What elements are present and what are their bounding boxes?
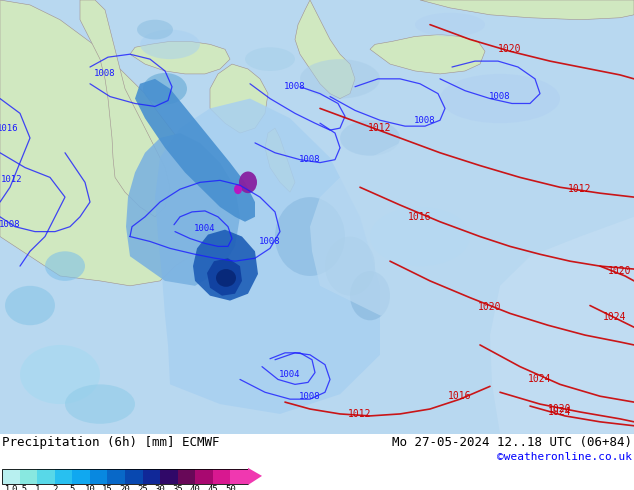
Text: 1008: 1008 — [94, 70, 116, 78]
Polygon shape — [295, 0, 355, 98]
Ellipse shape — [370, 207, 470, 266]
Polygon shape — [130, 41, 230, 74]
Polygon shape — [80, 0, 170, 217]
Ellipse shape — [20, 345, 100, 404]
Text: 1024: 1024 — [548, 407, 572, 417]
Text: 1008: 1008 — [259, 237, 281, 246]
Ellipse shape — [216, 269, 236, 287]
Text: 1024: 1024 — [603, 312, 627, 322]
Ellipse shape — [340, 120, 400, 156]
Bar — [178, 469, 195, 484]
Ellipse shape — [415, 13, 485, 36]
Ellipse shape — [440, 74, 560, 123]
Bar — [20, 469, 37, 484]
Text: 1016: 1016 — [448, 391, 472, 401]
Text: 50: 50 — [225, 486, 236, 490]
Text: 1: 1 — [34, 486, 40, 490]
Bar — [107, 469, 125, 484]
Polygon shape — [210, 64, 268, 133]
Bar — [230, 469, 248, 484]
Text: 1012: 1012 — [568, 184, 592, 194]
Bar — [213, 469, 230, 484]
Text: 1004: 1004 — [279, 370, 301, 379]
Text: 1020: 1020 — [548, 404, 572, 414]
Text: 1020: 1020 — [478, 302, 501, 313]
Text: 1020: 1020 — [498, 44, 522, 54]
Text: 1008: 1008 — [489, 92, 511, 101]
Text: Mo 27-05-2024 12..18 UTC (06+84): Mo 27-05-2024 12..18 UTC (06+84) — [392, 436, 632, 449]
Ellipse shape — [45, 251, 85, 281]
Bar — [72, 469, 90, 484]
Polygon shape — [265, 128, 295, 192]
Bar — [125, 469, 143, 484]
Text: 1012: 1012 — [1, 175, 23, 184]
Bar — [2, 469, 248, 484]
Text: 1012: 1012 — [348, 409, 372, 419]
Text: 20: 20 — [120, 486, 131, 490]
Text: 1008: 1008 — [299, 155, 321, 164]
Ellipse shape — [275, 197, 345, 276]
Text: 1016: 1016 — [408, 212, 432, 222]
Text: 1008: 1008 — [284, 82, 306, 91]
Text: 2: 2 — [52, 486, 58, 490]
Text: 30: 30 — [155, 486, 165, 490]
Text: 35: 35 — [172, 486, 183, 490]
Text: 1004: 1004 — [194, 224, 216, 233]
Text: 1012: 1012 — [368, 123, 392, 133]
Bar — [55, 469, 72, 484]
Ellipse shape — [143, 73, 187, 104]
Text: ©weatheronline.co.uk: ©weatheronline.co.uk — [497, 452, 632, 462]
Text: 1008: 1008 — [0, 220, 21, 229]
Polygon shape — [420, 0, 634, 20]
Text: Precipitation (6h) [mm] ECMWF: Precipitation (6h) [mm] ECMWF — [2, 436, 219, 449]
Ellipse shape — [234, 184, 242, 194]
Text: 5: 5 — [70, 486, 75, 490]
Ellipse shape — [239, 172, 257, 193]
Bar — [90, 469, 107, 484]
Ellipse shape — [300, 59, 380, 98]
Ellipse shape — [5, 286, 55, 325]
Text: 1016: 1016 — [0, 123, 19, 133]
Polygon shape — [248, 468, 262, 485]
Bar — [160, 469, 178, 484]
Text: 1020: 1020 — [608, 266, 631, 276]
Text: 40: 40 — [190, 486, 200, 490]
Text: 1024: 1024 — [528, 374, 552, 385]
Bar — [195, 469, 213, 484]
Text: 45: 45 — [207, 486, 218, 490]
Text: 15: 15 — [102, 486, 113, 490]
Ellipse shape — [65, 384, 135, 424]
Bar — [37, 469, 55, 484]
Text: 0.5: 0.5 — [11, 486, 28, 490]
Polygon shape — [207, 258, 242, 295]
Ellipse shape — [245, 48, 295, 71]
Polygon shape — [0, 0, 220, 286]
Polygon shape — [310, 123, 634, 325]
Polygon shape — [370, 34, 485, 74]
Text: 1008: 1008 — [414, 116, 436, 125]
Text: 1008: 1008 — [299, 392, 321, 401]
Bar — [2, 469, 20, 484]
Polygon shape — [490, 217, 634, 434]
Polygon shape — [126, 133, 240, 286]
Ellipse shape — [137, 20, 173, 39]
Text: 25: 25 — [137, 486, 148, 490]
Text: 10: 10 — [84, 486, 95, 490]
Text: 0.1: 0.1 — [0, 486, 10, 490]
Ellipse shape — [325, 237, 375, 295]
Polygon shape — [155, 98, 380, 414]
Polygon shape — [135, 79, 255, 222]
Ellipse shape — [140, 29, 200, 59]
Bar — [143, 469, 160, 484]
Polygon shape — [193, 230, 258, 300]
Ellipse shape — [350, 271, 390, 320]
